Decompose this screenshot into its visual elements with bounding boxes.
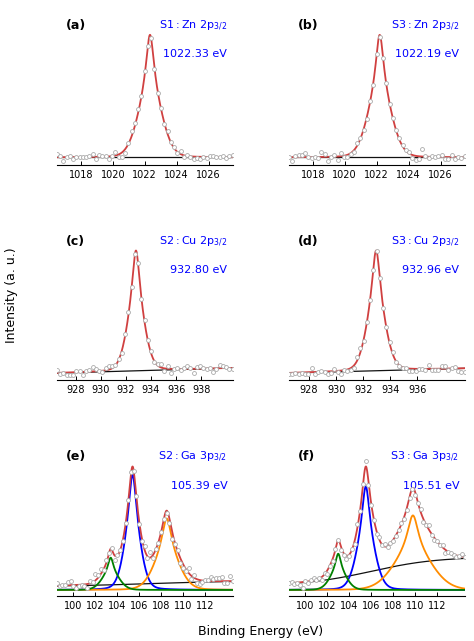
Text: $\mathregular{S3:Cu\ 2p_{3/2}}$: $\mathregular{S3:Cu\ 2p_{3/2}}$ <box>391 235 459 249</box>
Text: $\mathregular{S2:Ga\ 3p_{3/2}}$: $\mathregular{S2:Ga\ 3p_{3/2}}$ <box>158 450 228 464</box>
Text: Intensity (a. u.): Intensity (a. u.) <box>5 247 18 343</box>
Text: 1022.33 eV: 1022.33 eV <box>164 49 228 59</box>
Text: $\mathregular{S2:Cu\ 2p_{3/2}}$: $\mathregular{S2:Cu\ 2p_{3/2}}$ <box>159 235 228 249</box>
Text: $\mathregular{S1:Zn\ 2p_{3/2}}$: $\mathregular{S1:Zn\ 2p_{3/2}}$ <box>159 19 228 33</box>
Text: $\mathregular{S3:Zn\ 2p_{3/2}}$: $\mathregular{S3:Zn\ 2p_{3/2}}$ <box>391 19 459 33</box>
Text: $\mathregular{S3:Ga\ 3p_{3/2}}$: $\mathregular{S3:Ga\ 3p_{3/2}}$ <box>390 450 459 464</box>
Text: 932.80 eV: 932.80 eV <box>170 265 228 275</box>
Text: 105.51 eV: 105.51 eV <box>402 481 459 490</box>
Text: (e): (e) <box>66 450 86 463</box>
Text: (b): (b) <box>298 19 318 32</box>
Text: 105.39 eV: 105.39 eV <box>171 481 228 490</box>
Text: 932.96 eV: 932.96 eV <box>402 265 459 275</box>
Text: (c): (c) <box>66 235 85 247</box>
Text: (d): (d) <box>298 235 318 247</box>
Text: (f): (f) <box>298 450 315 463</box>
Text: (a): (a) <box>66 19 86 32</box>
Text: 1022.19 eV: 1022.19 eV <box>395 49 459 59</box>
Text: Binding Energy (eV): Binding Energy (eV) <box>198 625 323 638</box>
